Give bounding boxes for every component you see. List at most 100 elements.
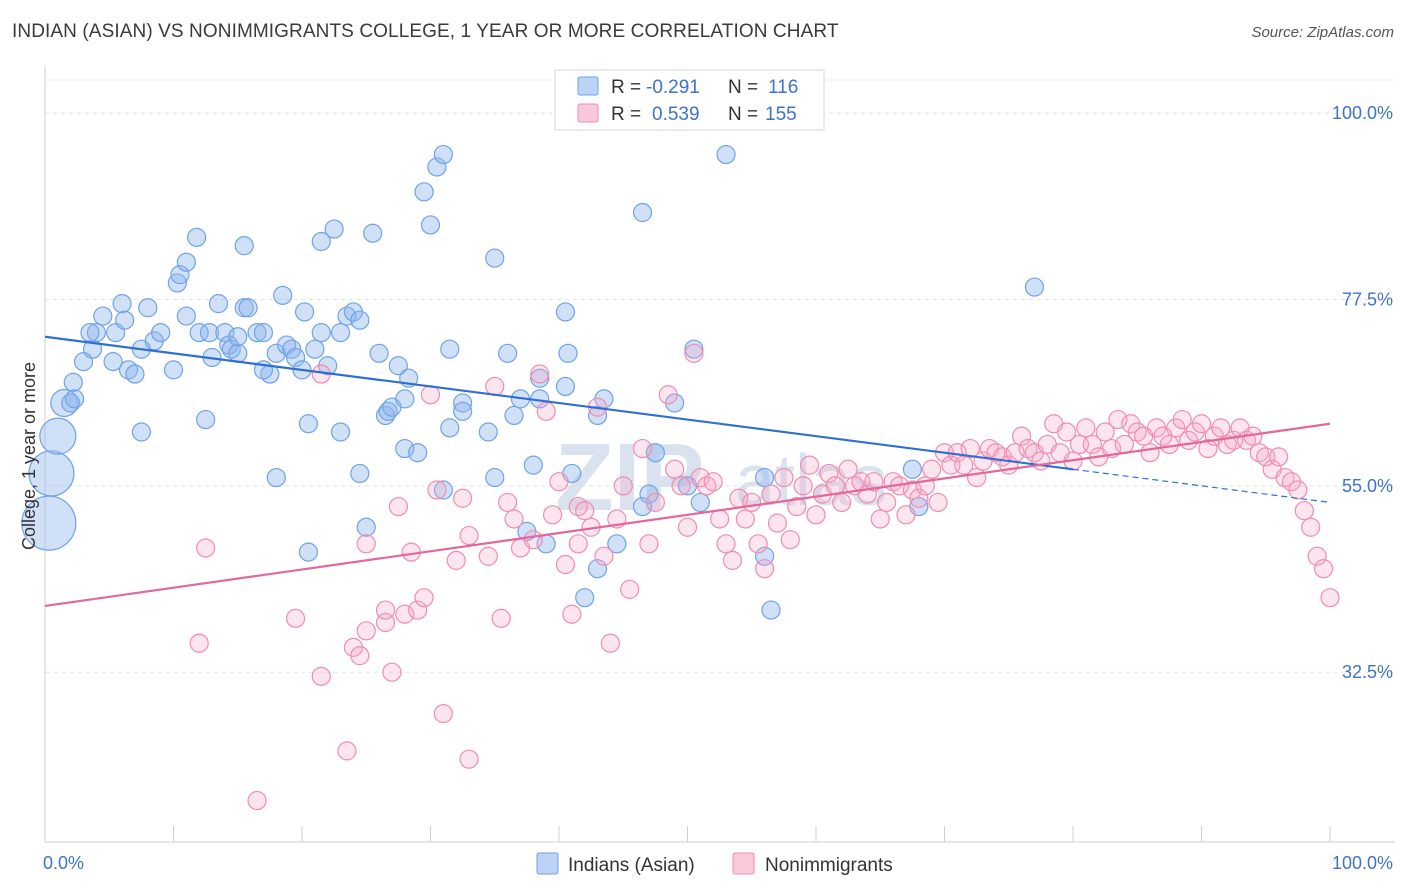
x-tick-label-1: 100.0%	[1332, 853, 1393, 873]
point-indians-95	[530, 368, 550, 388]
point-indians-94	[523, 455, 543, 475]
point-nonimmigrants-147	[1268, 447, 1289, 467]
point-indians-89	[485, 467, 505, 488]
point-indians-47	[266, 467, 286, 488]
point-nonimmigrants-132	[1172, 409, 1192, 430]
point-indians-66	[350, 463, 370, 484]
point-nonimmigrants-85	[870, 509, 890, 529]
point-indians-18	[131, 422, 151, 442]
point-indians-80	[427, 157, 447, 177]
point-nonimmigrants-37	[555, 554, 576, 575]
point-nonimmigrants-118	[1082, 434, 1102, 455]
point-nonimmigrants-150	[1288, 480, 1308, 500]
point-nonimmigrants-28	[491, 608, 511, 628]
point-nonimmigrants-27	[485, 376, 505, 397]
point-nonimmigrants-64	[735, 509, 755, 529]
point-nonimmigrants-34	[536, 401, 556, 421]
y-tick-label-1: 55.0%	[1342, 476, 1393, 496]
point-nonimmigrants-50	[639, 534, 659, 554]
point-nonimmigrants-2	[247, 790, 267, 811]
point-nonimmigrants-0	[189, 633, 209, 653]
point-indians-23	[163, 360, 184, 380]
point-indians-79	[420, 215, 441, 235]
y-tick-label-0: 32.5%	[1342, 662, 1393, 682]
point-nonimmigrants-110	[1031, 451, 1051, 471]
point-nonimmigrants-117	[1076, 418, 1096, 438]
point-nonimmigrants-122	[1108, 409, 1128, 430]
point-nonimmigrants-13	[382, 662, 402, 682]
point-indians-69	[369, 343, 389, 363]
trend-line-nonimmigrants	[44, 422, 1331, 608]
point-indians-48	[273, 285, 293, 305]
point-indians-81	[433, 144, 453, 165]
point-indians-38	[228, 327, 248, 347]
point-indians-13	[112, 294, 132, 314]
point-indians-78	[414, 182, 434, 202]
point-nonimmigrants-69	[767, 513, 788, 533]
point-nonimmigrants-47	[613, 476, 633, 496]
point-indians-43	[253, 323, 274, 343]
point-nonimmigrants-152	[1301, 517, 1321, 537]
point-indians-119	[902, 459, 922, 479]
point-nonimmigrants-100	[967, 467, 987, 488]
point-nonimmigrants-127	[1140, 443, 1160, 463]
point-nonimmigrants-89	[896, 505, 916, 525]
x-tick-labels: 0.0% 100.0%	[43, 853, 1393, 873]
point-nonimmigrants-12	[375, 600, 396, 620]
point-indians-114	[690, 492, 710, 513]
point-nonimmigrants-29	[498, 492, 518, 513]
point-indians-54	[298, 414, 319, 434]
point-nonimmigrants-107	[1011, 426, 1032, 446]
point-nonimmigrants-114	[1056, 422, 1077, 442]
point-nonimmigrants-48	[620, 579, 640, 599]
point-nonimmigrants-44	[594, 546, 614, 566]
point-indians-17	[125, 364, 145, 384]
point-nonimmigrants-22	[446, 550, 466, 570]
point-nonimmigrants-38	[562, 604, 582, 624]
point-nonimmigrants-15	[395, 604, 415, 624]
point-indians-33	[208, 294, 229, 314]
point-nonimmigrants-39	[568, 534, 588, 554]
point-indians-110	[645, 443, 665, 463]
point-indians-68	[363, 223, 383, 243]
point-indians-85	[453, 393, 473, 413]
point-nonimmigrants-3	[285, 608, 306, 628]
y-tick-label-3: 100.0%	[1332, 103, 1393, 123]
point-indians-98	[555, 376, 576, 397]
y-axis-label: College, 1 year or more	[19, 362, 39, 550]
point-nonimmigrants-65	[742, 492, 762, 513]
trend-line-indians-extension	[1072, 468, 1331, 504]
point-nonimmigrants-91	[909, 488, 929, 508]
point-nonimmigrants-68	[761, 484, 781, 504]
point-indians-83	[440, 339, 460, 359]
gridlines	[45, 79, 1395, 673]
legend-n-value-2: 155	[765, 104, 797, 125]
point-nonimmigrants-67	[754, 559, 775, 579]
legend-n-label-1: N =	[728, 77, 758, 98]
point-indians-108	[632, 496, 653, 517]
point-nonimmigrants-130	[1159, 434, 1179, 455]
point-indians-58	[311, 231, 331, 252]
legend-swatch-indians	[577, 76, 599, 96]
y-tick-label-2: 77.5%	[1342, 289, 1393, 309]
point-nonimmigrants-52	[658, 385, 678, 405]
point-indians-99	[555, 302, 576, 322]
point-nonimmigrants-45	[600, 633, 621, 653]
point-nonimmigrants-86	[877, 492, 897, 513]
point-nonimmigrants-71	[780, 530, 800, 550]
point-indians-2	[39, 417, 77, 455]
legend-r-value-2: 0.539	[652, 104, 700, 125]
point-nonimmigrants-72	[787, 496, 807, 517]
series-legend: Indians (Asian) Nonimmigrants	[536, 852, 893, 876]
series-nonimmigrants	[189, 343, 1340, 811]
point-nonimmigrants-20	[427, 480, 447, 500]
point-indians-3	[50, 388, 79, 418]
point-indians-74	[395, 389, 415, 409]
point-nonimmigrants-154	[1313, 559, 1334, 579]
point-indians-116	[754, 467, 775, 488]
point-indians-88	[485, 248, 505, 268]
point-nonimmigrants-77	[819, 463, 839, 484]
point-nonimmigrants-56	[684, 343, 704, 363]
point-indians-14	[115, 310, 135, 330]
